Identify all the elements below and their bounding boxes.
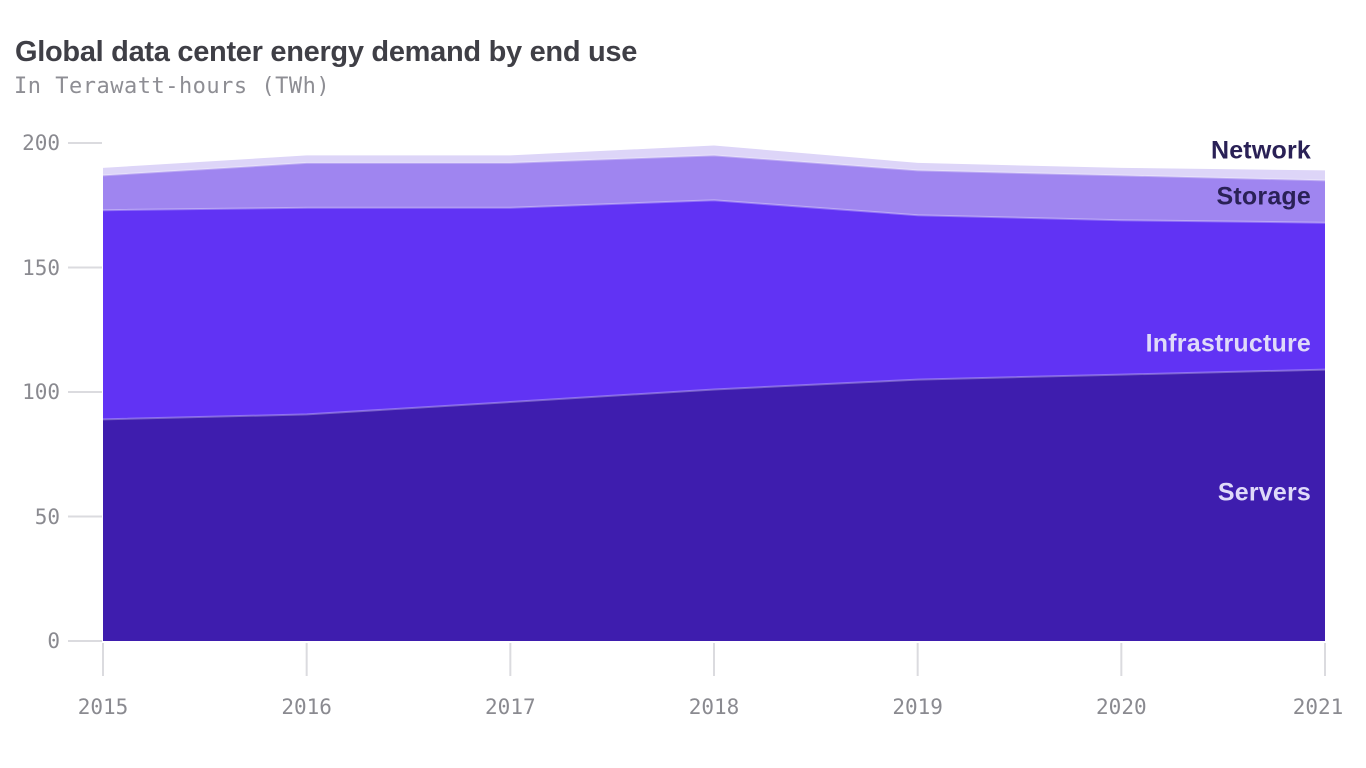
area-top-edge (102, 154, 1326, 182)
area-top-edge (102, 368, 1326, 421)
series-label-servers: Servers (1217, 478, 1311, 507)
area-top-edge (102, 199, 1326, 224)
series-label-infrastructure: Infrastructure (1145, 329, 1311, 358)
page-title: Global data center energy demand by end … (15, 36, 638, 69)
y-tick-label: 200 (22, 131, 60, 155)
y-tick-label: 100 (22, 380, 60, 404)
y-tick-label: 150 (22, 255, 60, 280)
x-tick-label: 2016 (281, 695, 332, 719)
x-tick-label: 2015 (77, 695, 129, 719)
x-tick-label: 2019 (892, 695, 943, 719)
page-subtitle: In Terawatt-hours (TWh) (14, 74, 331, 99)
y-tick-label: 50 (34, 504, 60, 529)
x-tick-label: 2017 (485, 695, 536, 719)
series-label-storage: Storage (1216, 182, 1311, 211)
area-servers (103, 369, 1325, 641)
x-tick-label: 2021 (1292, 695, 1344, 719)
series-label-network: Network (1210, 136, 1311, 165)
x-tick-label: 2018 (688, 695, 740, 719)
x-tick-label: 2020 (1096, 695, 1147, 719)
y-tick-label: 0 (47, 629, 60, 653)
